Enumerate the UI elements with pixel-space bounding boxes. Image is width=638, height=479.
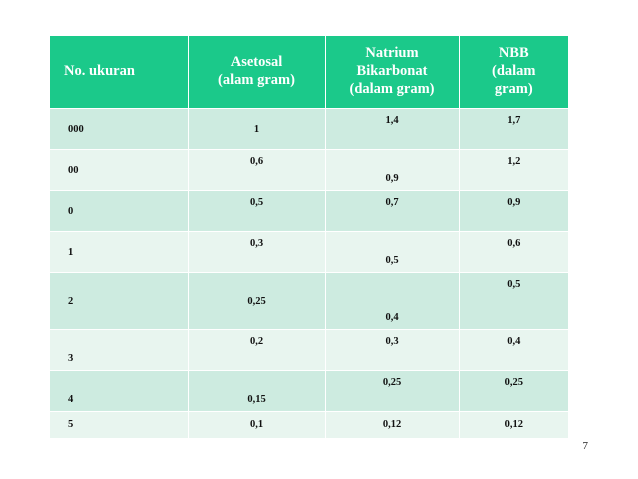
cell-size: 3: [50, 329, 189, 371]
table-row: 1 0,3 0,5 0,6: [50, 231, 568, 273]
cell-size: 000: [50, 108, 189, 150]
cell-size: 5: [50, 411, 189, 438]
cell-asetosal: 0,3: [188, 231, 326, 273]
table-row: 000 1 1,4 1,7: [50, 108, 568, 150]
table-row: 00 0,6 0,9 1,2: [50, 149, 568, 191]
cell-natrium: 1,4: [325, 108, 460, 150]
cell-asetosal: 0,25: [188, 272, 326, 330]
header-line: (alam gram): [218, 72, 295, 88]
table-row: 0 0,5 0,7 0,9: [50, 190, 568, 232]
cell-asetosal: 0,1: [188, 411, 326, 438]
header-row: No. ukuran Asetosal (alam gram) Natrium …: [50, 36, 568, 109]
cell-asetosal: 0,6: [188, 149, 326, 191]
cell-size: 00: [50, 149, 189, 191]
table-row: 4 0,15 0,25 0,25: [50, 370, 568, 412]
dosage-table: No. ukuran Asetosal (alam gram) Natrium …: [50, 36, 568, 438]
cell-size: 2: [50, 272, 189, 330]
header-size-number: No. ukuran: [50, 36, 189, 109]
page-number: 7: [582, 440, 589, 452]
table-row: 3 0,2 0,3 0,4: [50, 329, 568, 371]
header-line: Natrium: [365, 45, 419, 62]
cell-nbb: 0,6: [459, 231, 568, 273]
header-line: No. ukuran: [64, 63, 135, 80]
cell-asetosal: 0,2: [188, 329, 326, 371]
cell-size: 1: [50, 231, 189, 273]
header-line: (dalam: [492, 63, 536, 80]
header-line: Bikarbonat: [356, 63, 428, 80]
header-line: Asetosal: [230, 54, 283, 71]
cell-nbb: 1,7: [459, 108, 568, 150]
cell-size: 0: [50, 190, 189, 232]
cell-natrium: 0,25: [325, 370, 460, 412]
cell-nbb: 0,5: [459, 272, 568, 330]
cell-nbb: 0,4: [459, 329, 568, 371]
cell-asetosal: 0,15: [188, 370, 326, 412]
table-row: 2 0,25 0,4 0,5: [50, 272, 568, 330]
cell-natrium: 0,3: [325, 329, 460, 371]
cell-size: 4: [50, 370, 189, 412]
header-asetosal: Asetosal (alam gram): [188, 36, 326, 109]
cell-nbb: 0,9: [459, 190, 568, 232]
header-line: gram): [494, 80, 533, 97]
cell-natrium: 0,5: [325, 231, 460, 273]
cell-nbb: 0,25: [459, 370, 568, 412]
cell-asetosal: 1: [188, 108, 326, 150]
table-row: 5 0,1 0,12 0,12: [50, 411, 568, 438]
cell-natrium: 0,4: [325, 272, 460, 330]
cell-natrium: 0,7: [325, 190, 460, 232]
cell-natrium: 0,9: [325, 149, 460, 191]
cell-asetosal: 0,5: [188, 190, 326, 232]
cell-nbb: 0,12: [459, 411, 568, 438]
header-nbb: NBB (dalam gram): [459, 36, 568, 109]
cell-natrium: 0,12: [325, 411, 460, 438]
header-natrium-bikarbonat: Natrium Bikarbonat (dalam gram): [325, 36, 460, 109]
header-line: (dalam gram): [349, 80, 435, 97]
header-line: NBB: [498, 45, 529, 62]
cell-nbb: 1,2: [459, 149, 568, 191]
